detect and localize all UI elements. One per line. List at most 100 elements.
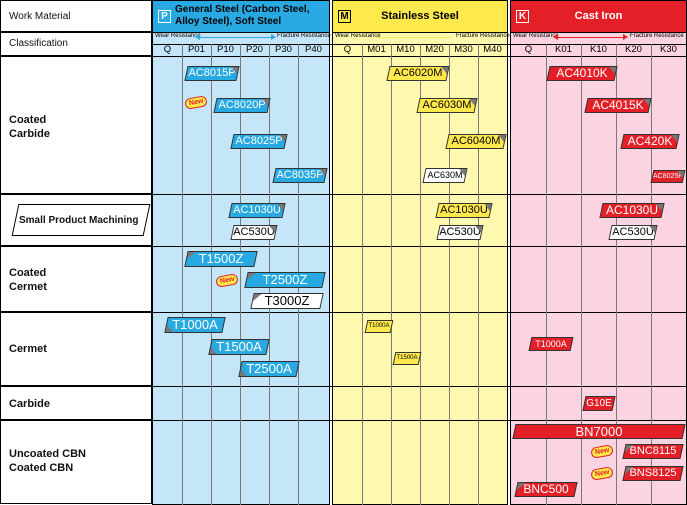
grade-k01: K01 [555, 44, 572, 55]
k-letter: K [518, 11, 527, 22]
tag-bnc500[interactable]: BNC500 [514, 482, 578, 497]
tag-m-ac1030u[interactable]: AC1030U [435, 203, 493, 218]
tag-p-t1500a[interactable]: T1500A [208, 339, 270, 355]
coated-cermet-label: Coated Cermet [9, 267, 47, 293]
row-label-coated-carbide: Coated Carbide [0, 56, 152, 194]
tag-ac6030m[interactable]: AC6030M [416, 98, 478, 113]
tag-ac4015k-label: AC4015K [592, 98, 644, 112]
grid-v-k4 [651, 44, 652, 505]
grade-m20: M20 [425, 44, 444, 55]
grade-p20: P20 [246, 44, 263, 55]
k-fracture-label: Fracture Resistance [630, 33, 684, 39]
k-title: Cast Iron [574, 10, 623, 22]
tag-ac8035p[interactable]: AC8035P [272, 168, 328, 183]
tag-t1500z-label: T1500Z [198, 251, 244, 266]
tag-p-t2500a-label: T2500A [246, 361, 292, 376]
grade-m10: M10 [396, 44, 415, 55]
tag-ac6020m-label: AC6020M [393, 67, 443, 79]
p-resistance-arrow [197, 37, 273, 38]
grade-m30: M30 [454, 44, 473, 55]
grid-v-m1 [362, 44, 363, 505]
grid-v-m4 [449, 44, 450, 505]
k-header [511, 1, 686, 33]
tag-p-ac530u[interactable]: AC530U [230, 225, 278, 240]
tag-bn7000[interactable]: BN7000 [512, 424, 686, 439]
p-wear-label: Wear Resistance [155, 33, 201, 39]
tag-k-ac8025p[interactable]: AC8025P [650, 170, 686, 183]
tag-t3000z[interactable]: T3000Z [250, 293, 324, 309]
m-resistance-arrow [377, 37, 451, 38]
tag-m-t1000a-label: T1000A [368, 323, 390, 329]
tag-ac8020p[interactable]: AC8020P [213, 98, 271, 113]
grid-h-1 [152, 194, 687, 195]
tag-bnc8115-label: BNC8115 [629, 445, 677, 457]
tag-bns8125-label: BNS8125 [629, 467, 677, 479]
k-letter-badge: K [516, 10, 529, 23]
grid-v-p1 [182, 44, 183, 505]
grid-v-k2 [581, 44, 582, 505]
grid-v-m3 [420, 44, 421, 505]
k-wear-label: Wear Resistance [513, 33, 559, 39]
tag-k-ac530u[interactable]: AC530U [608, 225, 658, 240]
m-fracture-label: Fracture Resistance [456, 33, 510, 39]
tag-ac4010k-label: AC4010K [556, 66, 608, 80]
tag-t1500z[interactable]: T1500Z [184, 251, 258, 267]
classification-header: Classification [0, 32, 152, 56]
grade-row-p: Q P01 P10 P20 P30 P40 [153, 44, 329, 56]
tag-ac6040m[interactable]: AC6040M [445, 134, 507, 149]
p-header [153, 1, 329, 33]
tag-m-ac530u[interactable]: AC530U [436, 225, 484, 240]
k-resistance-arrow [555, 37, 625, 38]
grade-p01: P01 [188, 44, 205, 55]
grid-v-p3 [240, 44, 241, 505]
work-material-label: Work Material [9, 11, 71, 22]
tag-m-t1000a[interactable]: T1000A [364, 320, 394, 333]
grade-k30: K30 [660, 44, 677, 55]
tag-ac420k[interactable]: AC420K [620, 134, 680, 149]
tag-p-t2500a[interactable]: T2500A [238, 361, 300, 377]
tag-g10e[interactable]: G10E [582, 396, 616, 411]
tag-k-ac1030u-label: AC1030U [605, 203, 659, 217]
tag-p-t1000a-label: T1000A [172, 317, 218, 332]
tag-g10e-label: G10E [586, 398, 612, 409]
tag-bnc8115[interactable]: BNC8115 [622, 444, 684, 459]
m-letter: M [340, 11, 349, 22]
tag-p-ac1030u[interactable]: AC1030U [228, 203, 286, 218]
tag-bnc500-label: BNC500 [523, 482, 569, 496]
grid-v-m2 [391, 44, 392, 505]
grade-m-q: Q [343, 44, 352, 55]
work-material-header: Work Material [0, 0, 152, 32]
tag-ac8025p[interactable]: AC8025P [230, 134, 288, 149]
row-label-carbide: Carbide [0, 386, 152, 420]
tag-ac6020m[interactable]: AC6020M [386, 66, 450, 81]
p-arrow-right-head [271, 34, 276, 40]
row-label-cermet: Cermet [0, 312, 152, 386]
tag-ac630m[interactable]: AC630M [422, 168, 468, 183]
tag-ac8015p[interactable]: AC8015P [184, 66, 240, 81]
tag-ac4015k[interactable]: AC4015K [584, 98, 652, 113]
tag-t2500z[interactable]: T2500Z [244, 272, 326, 288]
tag-bns8125[interactable]: BNS8125 [622, 466, 684, 481]
cermet-label: Cermet [9, 343, 47, 355]
tag-k-t1000a[interactable]: T1000A [528, 337, 574, 351]
tag-bn7000-label: BN7000 [575, 424, 623, 439]
tag-p-t1500a-label: T1500A [216, 339, 262, 354]
m-wear-label: Wear Resistance [335, 33, 381, 39]
grade-row-k: Q K01 K10 K20 K30 [511, 44, 686, 56]
tag-t3000z-label: T3000Z [264, 293, 310, 308]
tag-ac4010k[interactable]: AC4010K [546, 66, 618, 81]
tag-ac6040m-label: AC6040M [451, 135, 501, 147]
m-letter-badge: M [338, 10, 351, 23]
m-header [333, 1, 507, 33]
grid-h-3 [152, 312, 687, 313]
grade-p30: P30 [275, 44, 292, 55]
tag-m-t1500a-label: T1500A [396, 355, 418, 361]
tag-k-ac1030u[interactable]: AC1030U [599, 203, 665, 218]
tag-p-t1000a[interactable]: T1000A [164, 317, 226, 333]
row-label-small-product: Small Product Machining [0, 194, 152, 246]
tag-m-t1500a[interactable]: T1500A [392, 352, 422, 365]
classification-label: Classification [9, 38, 68, 49]
tag-t2500z-label: T2500Z [262, 272, 308, 287]
cbn-label: Uncoated CBN Coated CBN [9, 448, 87, 474]
row-label-cbn: Uncoated CBN Coated CBN [0, 420, 152, 504]
